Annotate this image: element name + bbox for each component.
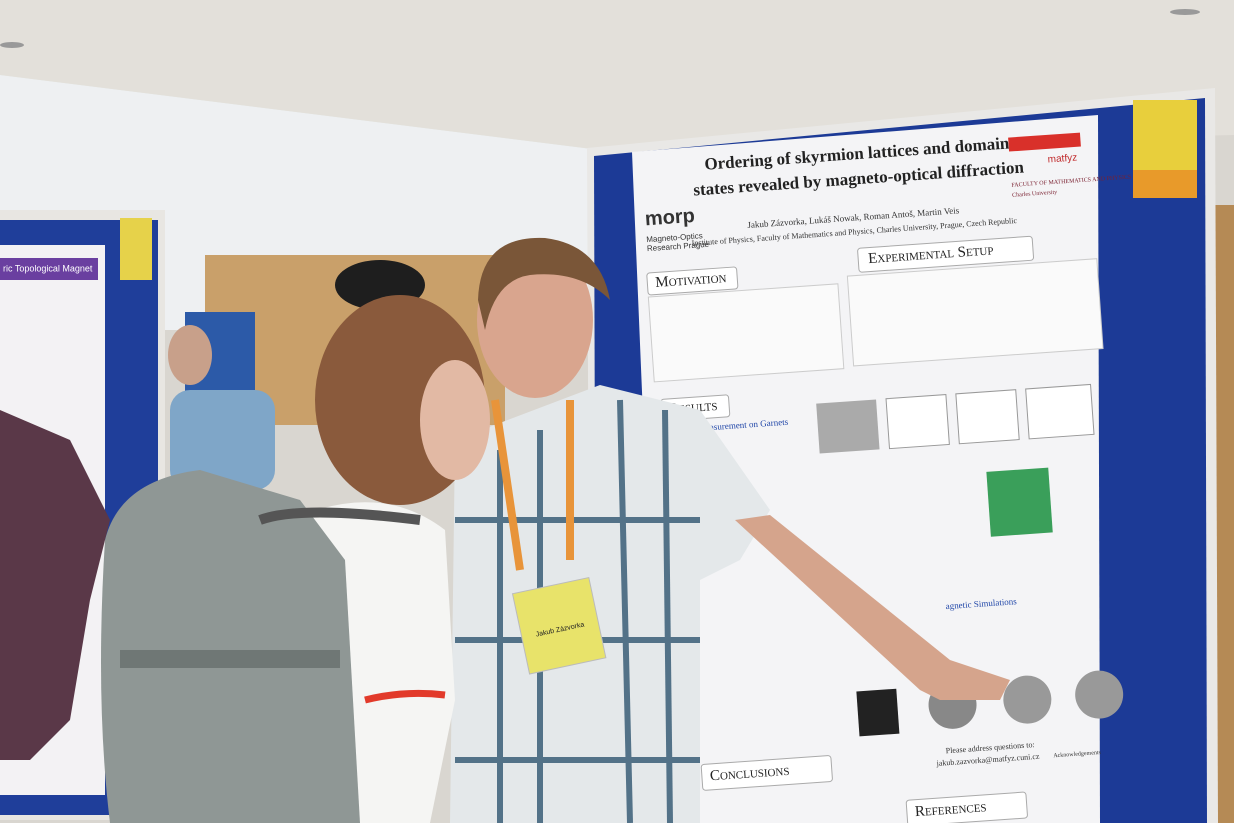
figure [1075, 670, 1124, 719]
heatmap [986, 467, 1053, 537]
poster-label-band [1133, 170, 1197, 198]
figure [885, 394, 950, 450]
figure [1003, 675, 1052, 724]
matfyz-logo [1008, 132, 1081, 152]
backpack-band [120, 650, 340, 668]
university: Charles University [1012, 190, 1057, 199]
figure [816, 399, 880, 454]
wood-wall-right [1215, 205, 1234, 823]
backpack-strap [258, 507, 421, 525]
text-block [846, 258, 1104, 367]
ceiling-light [1170, 9, 1200, 15]
subsection: agnetic Simulations [945, 596, 1017, 611]
acknowledgements: Acknowledgements [1053, 750, 1102, 759]
text-block [647, 283, 845, 383]
lanyard [491, 399, 524, 571]
section-heading: Conclusions [709, 763, 790, 785]
figure [955, 389, 1020, 445]
section-box [646, 266, 739, 296]
man-shirt [450, 385, 770, 823]
ceiling-light [0, 42, 24, 48]
section-heading: References [914, 799, 987, 820]
figure [1025, 383, 1095, 440]
section-box [905, 791, 1028, 823]
section-heading: Motivation [655, 270, 727, 291]
person-plaid [0, 410, 110, 760]
ceiling [0, 0, 1234, 150]
section-box [700, 755, 833, 791]
figure [856, 688, 900, 737]
badge: Jakub Zázvorka [511, 576, 607, 675]
woman-face [420, 360, 490, 480]
morp-subtitle: Magneto-Optics [646, 231, 703, 244]
man-arm [735, 515, 1010, 700]
person-background [170, 390, 275, 490]
matfyz-text: matfyz [1047, 152, 1077, 165]
badge-card [511, 576, 607, 675]
person-head [168, 325, 212, 385]
man-hair [478, 237, 610, 330]
sleeve-trim [364, 689, 446, 704]
section-box [857, 235, 1035, 273]
backpack [101, 470, 360, 823]
morp-subtitle: Research Prague [647, 240, 710, 253]
left-label [120, 218, 152, 280]
left-poster-header [0, 258, 98, 280]
morp-logo: morp [644, 205, 695, 230]
left-poster-title: ric Topological Magnet [3, 263, 93, 273]
